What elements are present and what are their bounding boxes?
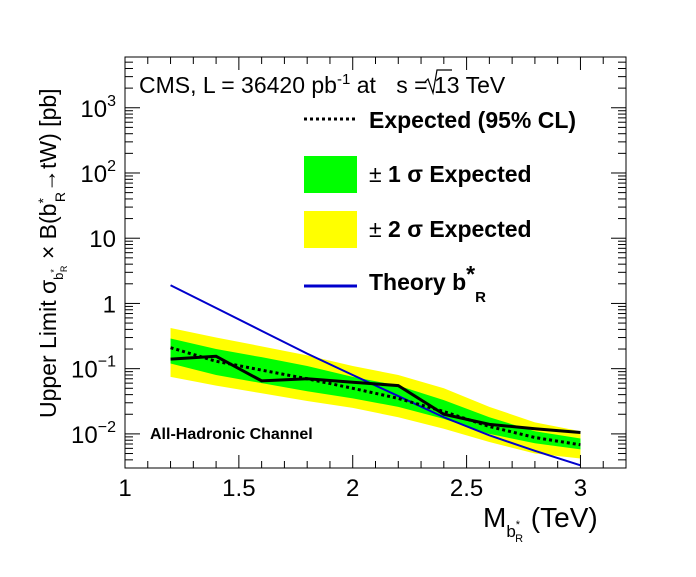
- y-tick-label: 102: [80, 158, 116, 188]
- legend-swatch-band2: [304, 211, 357, 248]
- sqrt-symbol: [423, 69, 452, 96]
- legend: Expected (95% CL) ± 1 σ Expected ± 2 σ E…: [304, 107, 576, 306]
- observed-limit-line: [170, 354, 581, 435]
- y-tick-label: 1: [103, 291, 116, 318]
- x-axis-title: Mb* R (TeV): [483, 502, 598, 545]
- channel-annotation: All-Hadronic Channel: [150, 426, 313, 443]
- x-tick-label: 2.5: [450, 475, 483, 502]
- legend-label-theory: Theory b*R: [369, 261, 486, 306]
- y-tick-label: 10−2: [71, 419, 116, 449]
- legend-label-band2: ± 2 σ Expected: [369, 216, 532, 242]
- legend-swatch-band1: [304, 156, 357, 193]
- x-tick-label: 1.5: [222, 475, 255, 502]
- legend-label-band1: ± 1 σ Expected: [369, 161, 532, 187]
- plot-area: [170, 284, 581, 467]
- x-tick-label: 3: [574, 475, 587, 502]
- y-tick-label: 103: [80, 93, 116, 123]
- x-tick-label: 1: [118, 475, 131, 502]
- y-tick-label: 10: [89, 226, 116, 253]
- axis-ticks: 1 1.5 2 2.5 3 10−2 10−1 1 10 102 103: [71, 56, 627, 502]
- x-tick-label: 2: [346, 475, 359, 502]
- theory-line: [170, 284, 581, 467]
- plot-frame: [124, 56, 627, 469]
- y-tick-label: 10−1: [71, 354, 116, 384]
- y-axis-title: Upper Limit σb*R × B(b*R→tW) [pb]: [35, 88, 69, 418]
- chart-header: CMS, L = 36420 pb-1 at s = 13 TeV: [139, 71, 506, 98]
- legend-label-expected: Expected (95% CL): [369, 107, 576, 133]
- expected-limit-line: [170, 346, 581, 447]
